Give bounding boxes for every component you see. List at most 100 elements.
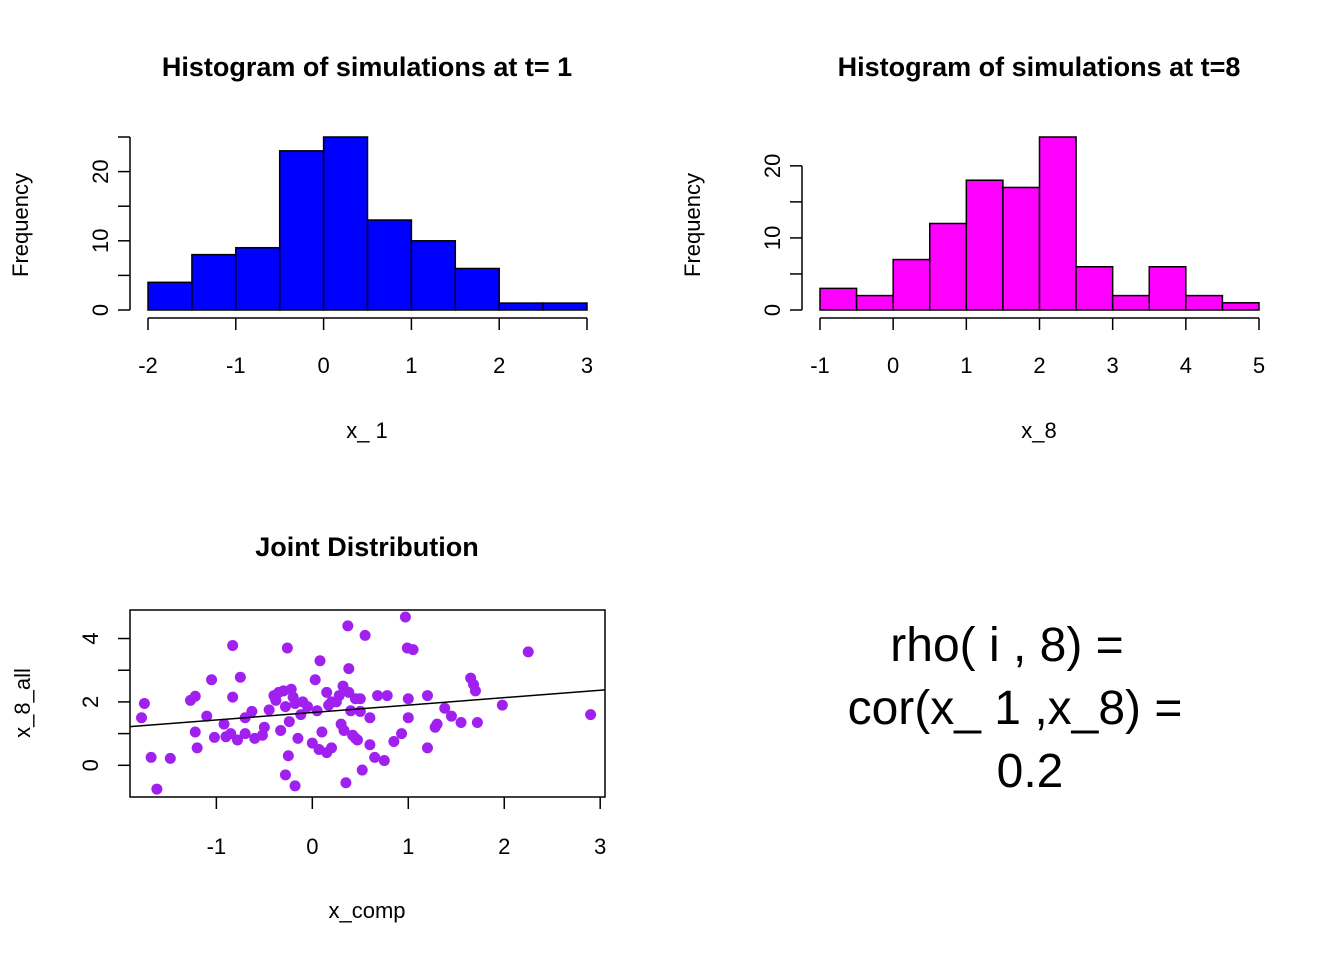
scatter-point	[585, 709, 597, 721]
joint-x-tick-label: 1	[402, 834, 414, 859]
hist2-x-tick-label: 2	[1033, 353, 1045, 378]
hist1-bars	[147, 136, 588, 311]
scatter-point	[354, 693, 366, 705]
hist1-bar	[366, 219, 413, 311]
hist1-x-tick-label: -1	[226, 353, 246, 378]
hist2-x-tick-label: 5	[1253, 353, 1265, 378]
hist1-bar	[498, 302, 544, 311]
scatter-point	[378, 755, 390, 767]
scatter-point	[208, 731, 220, 743]
scatter-point	[496, 699, 508, 711]
scatter-point	[218, 718, 230, 730]
scatter-point	[138, 698, 150, 709]
joint-distribution-scatter: Joint Distribution -1 0 1 2 3 0 2 4 x_comp x_8_…	[10, 532, 606, 923]
joint-x-tick-label: 0	[306, 834, 318, 859]
scatter-point	[522, 646, 534, 658]
scatter-point	[231, 734, 243, 746]
scatter-point	[136, 712, 148, 724]
scatter-point	[445, 710, 457, 722]
regression-line	[129, 689, 606, 728]
scatter-point	[297, 696, 309, 708]
scatter-point	[279, 769, 291, 781]
hist1-ylabel: Frequency	[8, 173, 33, 277]
scatter-point	[201, 710, 213, 722]
scatter-point	[345, 705, 357, 717]
hist1-bar	[410, 240, 457, 311]
scatter-point	[326, 742, 338, 754]
joint-plot-box	[129, 609, 606, 798]
hist1-bar	[191, 253, 237, 311]
joint-y-tick-label: 4	[78, 632, 103, 644]
hist2-x-tick-label: 3	[1107, 353, 1119, 378]
scatter-point	[314, 655, 326, 667]
annotation-line3: 0.2	[997, 745, 1064, 798]
scatter-point	[309, 674, 321, 686]
hist2-bar	[1075, 266, 1114, 311]
scatter-point	[279, 701, 291, 713]
scatter-point	[350, 732, 362, 744]
joint-y-tick-label: 0	[78, 759, 103, 771]
scatter-point	[402, 712, 414, 724]
hist2-bar	[965, 179, 1004, 311]
scatter-point	[283, 716, 295, 728]
hist1-y-tick-label: 10	[88, 229, 113, 253]
hist2-y-tick-label: 20	[760, 154, 785, 178]
joint-points	[136, 611, 597, 795]
hist1-bar	[454, 267, 500, 311]
hist1-bar	[278, 150, 325, 311]
hist1-y-tick-label: 20	[88, 159, 113, 183]
joint-ylabel: x_8_all	[10, 668, 35, 738]
hist1-y-tick-label: 0	[88, 304, 113, 316]
scatter-point	[402, 693, 414, 705]
hist2-bar	[1221, 302, 1260, 311]
hist2-bar	[1185, 294, 1224, 311]
scatter-point	[145, 751, 157, 763]
scatter-point	[396, 728, 408, 740]
scatter-point	[399, 611, 411, 623]
hist2-title: Histogram of simulations at t=8	[838, 52, 1241, 82]
hist2-bar	[929, 222, 968, 311]
scatter-point	[220, 731, 232, 743]
scatter-point	[306, 737, 318, 749]
scatter-point	[388, 736, 400, 748]
scatter-point	[189, 726, 201, 738]
scatter-point	[268, 690, 280, 702]
scatter-point	[455, 717, 467, 729]
joint-y-tick-label: 2	[78, 696, 103, 708]
hist1-xlabel: x_ 1	[346, 418, 388, 443]
hist1-bar	[147, 281, 193, 311]
scatter-point	[164, 752, 176, 764]
hist2-x-tick-label: -1	[810, 353, 830, 378]
scatter-point	[191, 742, 203, 754]
scatter-point	[263, 704, 275, 716]
scatter-point	[340, 777, 352, 789]
hist1-x-tick-label: 3	[581, 353, 593, 378]
scatter-point	[281, 642, 293, 654]
hist2-bar	[892, 258, 931, 311]
scatter-point	[151, 783, 163, 795]
hist2-y-tick-label: 10	[760, 226, 785, 250]
scatter-point	[354, 705, 366, 717]
hist1-bar	[235, 246, 281, 311]
hist1-x-tick-label: 0	[317, 353, 329, 378]
hist2-bars	[819, 136, 1260, 311]
scatter-point	[292, 732, 304, 744]
joint-x-tick-label: 3	[594, 834, 606, 859]
scatter-point	[275, 724, 287, 736]
joint-x-tick-label: -1	[207, 834, 227, 859]
scatter-point	[421, 690, 433, 702]
scatter-point	[234, 671, 246, 683]
scatter-point	[342, 620, 354, 632]
scatter-point	[343, 663, 355, 675]
hist1-title: Histogram of simulations at t= 1	[162, 52, 572, 82]
hist2-bar	[1111, 294, 1150, 311]
scatter-point	[227, 691, 239, 703]
scatter-point	[326, 696, 338, 708]
hist1-bar	[542, 302, 588, 311]
hist1-x-tick-label: 2	[493, 353, 505, 378]
scatter-point	[239, 728, 251, 740]
joint-xlabel: x_comp	[328, 898, 405, 923]
scatter-point	[258, 721, 270, 733]
hist2-x-tick-label: 1	[960, 353, 972, 378]
hist2-xlabel: x_8	[1021, 418, 1056, 443]
